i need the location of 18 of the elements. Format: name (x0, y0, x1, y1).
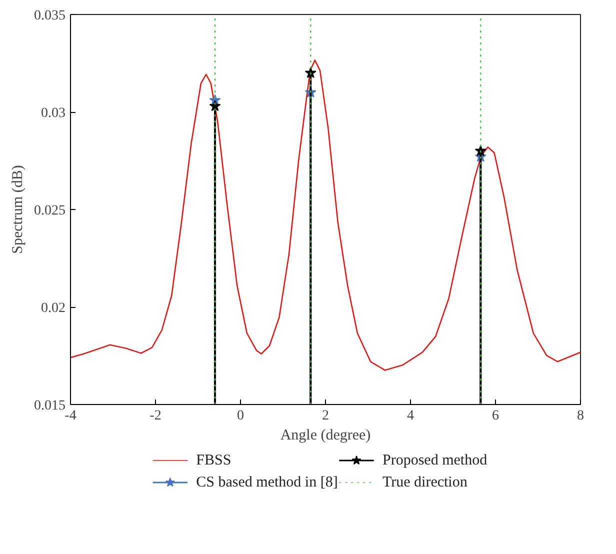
x-tick-label: -4 (64, 408, 76, 424)
x-tick-label: 6 (492, 408, 499, 424)
y-axis-title: Spectrum (dB) (10, 165, 26, 254)
y-tick-label: 0.03 (41, 106, 66, 121)
x-tick-label: 2 (322, 408, 329, 424)
x-tick-label: -2 (150, 408, 162, 424)
legend-label: True direction (382, 474, 468, 490)
legend-label: Proposed method (382, 452, 488, 468)
x-tick-label: 8 (577, 408, 584, 424)
x-axis-title: Angle (degree) (280, 428, 371, 444)
y-tick-label: 0.015 (34, 398, 66, 414)
y-tick-label: 0.025 (34, 204, 66, 218)
legend-label: CS based method in [8] (196, 474, 338, 490)
x-tick-label: 0 (237, 408, 244, 424)
y-tick-label: 0.02 (41, 301, 66, 316)
y-tick-label: 0.035 (34, 8, 66, 24)
x-tick-label: 4 (407, 408, 414, 424)
legend-label: FBSS (196, 452, 232, 468)
